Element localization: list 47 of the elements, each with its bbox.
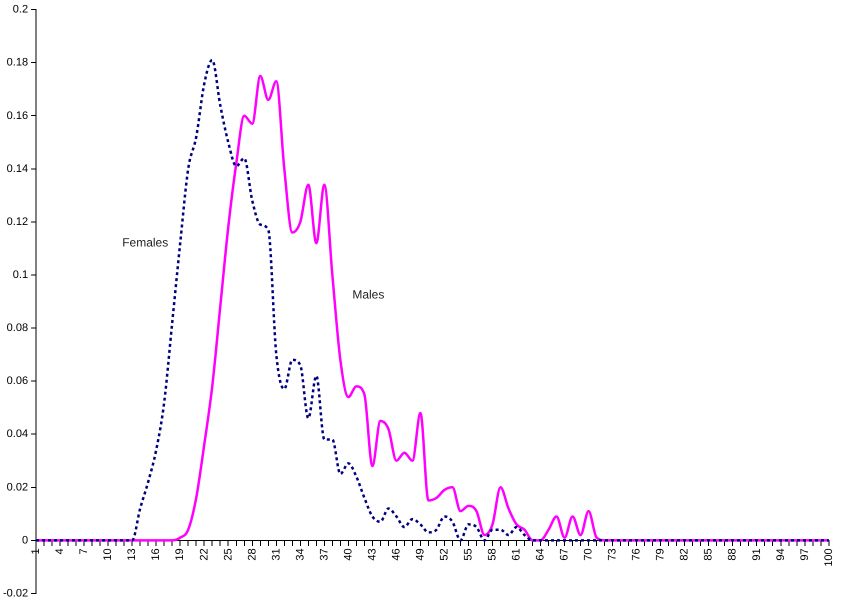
y-tick-label: 0.12 xyxy=(6,216,28,228)
x-tick-label: 55 xyxy=(462,548,474,561)
x-tick-label: 88 xyxy=(726,548,739,561)
x-tick-label: 28 xyxy=(246,548,258,561)
y-tick-label: 0.06 xyxy=(6,375,28,388)
x-tick-label: 7 xyxy=(78,548,90,554)
y-tick-label: 0.2 xyxy=(12,4,28,16)
x-tick-label: 4 xyxy=(54,548,66,554)
x-tick-label: 97 xyxy=(798,548,811,561)
x-tick-label: 52 xyxy=(438,548,450,561)
x-tick-label: 46 xyxy=(390,548,402,561)
x-tick-label: 100 xyxy=(822,548,835,567)
x-tick-label: 79 xyxy=(654,548,667,561)
y-tick-label: 0.1 xyxy=(12,268,28,281)
y-tick-label: 0 xyxy=(22,534,28,546)
x-tick-label: 22 xyxy=(198,548,210,561)
x-tick-label: 37 xyxy=(318,548,330,561)
x-tick-label: 67 xyxy=(558,548,571,561)
y-tick-label: -0.02 xyxy=(2,587,28,600)
x-tick-label: 94 xyxy=(774,548,787,561)
y-tick-label: 0.14 xyxy=(6,162,28,175)
x-tick-label: 16 xyxy=(150,548,162,561)
y-tick-label: 0.02 xyxy=(6,481,28,494)
x-tick-label: 43 xyxy=(366,548,378,561)
x-tick-label: 64 xyxy=(534,548,547,561)
x-tick-label: 70 xyxy=(582,548,595,561)
x-tick-label: 10 xyxy=(102,548,114,561)
x-tick-label: 61 xyxy=(510,548,523,561)
x-tick-label: 73 xyxy=(606,548,619,561)
x-tick-label: 31 xyxy=(270,548,282,561)
x-tick-label: 34 xyxy=(294,548,306,561)
y-tick-label: 0.16 xyxy=(6,110,28,122)
x-tick-label: 58 xyxy=(486,548,499,561)
x-tick-label: 49 xyxy=(414,548,426,561)
x-tick-label: 91 xyxy=(750,548,763,561)
x-tick-label: 40 xyxy=(342,548,354,561)
x-tick-label: 25 xyxy=(222,548,234,561)
y-tick-label: 0.08 xyxy=(6,322,28,334)
x-tick-label: 76 xyxy=(630,548,643,561)
series-label: Females xyxy=(122,235,168,250)
y-tick-label: 0.18 xyxy=(6,56,28,69)
series-label: Males xyxy=(352,287,384,302)
x-tick-label: 19 xyxy=(174,548,186,561)
x-tick-label: 82 xyxy=(678,548,691,561)
y-tick-label: 0.04 xyxy=(6,428,28,440)
x-tick-label: 13 xyxy=(126,548,138,561)
x-tick-label: 85 xyxy=(702,548,715,561)
